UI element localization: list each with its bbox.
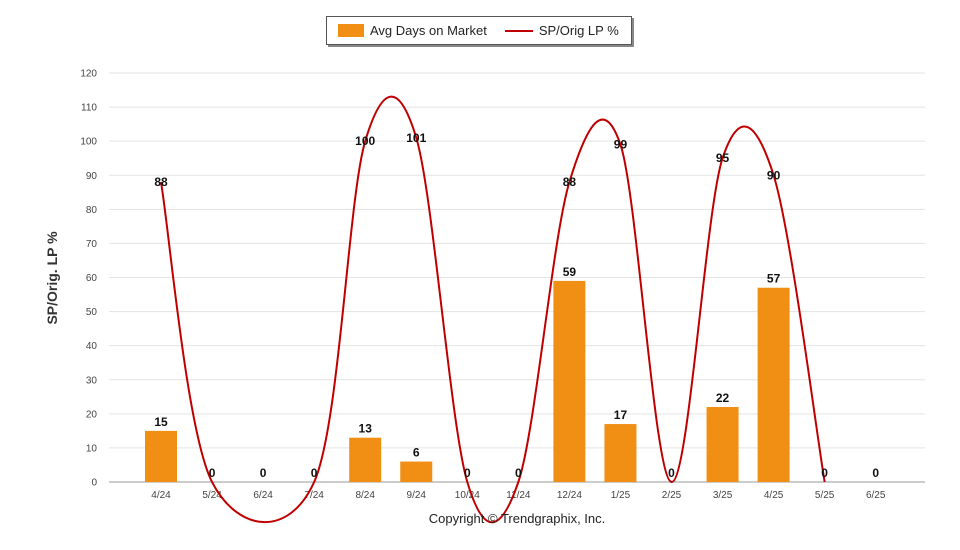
x-tick-label: 2/25 <box>662 490 682 501</box>
y-tick-label: 20 <box>86 409 98 420</box>
y-tick-label: 80 <box>86 205 98 216</box>
x-tick-label: 1/25 <box>611 490 631 501</box>
line-data-label: 100 <box>355 134 375 148</box>
bar <box>145 430 177 482</box>
line-data-label: 88 <box>154 175 168 189</box>
x-tick-label: 4/24 <box>151 490 171 501</box>
y-tick-label: 60 <box>86 273 98 284</box>
chart-legend: Avg Days on Market SP/Orig LP % <box>326 16 632 45</box>
bar-data-label: 0 <box>311 466 318 480</box>
legend-bar-swatch <box>338 24 364 37</box>
bar <box>757 287 790 482</box>
bar-data-label: 13 <box>359 422 373 436</box>
y-tick-label: 100 <box>80 137 97 148</box>
bar <box>349 437 382 482</box>
line-data-label: 95 <box>716 151 730 165</box>
bar <box>400 461 433 482</box>
y-tick-label: 90 <box>86 171 98 182</box>
bar-data-label: 0 <box>515 466 522 480</box>
bar <box>706 407 739 482</box>
y-tick-label: 50 <box>86 307 98 318</box>
line-data-label: 101 <box>406 131 426 145</box>
y-tick-label: 40 <box>86 341 98 352</box>
line-data-label: 90 <box>767 168 781 182</box>
legend-label-days-on-market: Avg Days on Market <box>370 23 487 38</box>
bar <box>553 280 586 482</box>
bar-data-label: 0 <box>821 466 828 480</box>
bar-data-label: 6 <box>413 446 420 460</box>
bar-data-label: 0 <box>668 466 675 480</box>
line-data-label: 88 <box>563 175 577 189</box>
bar-data-label: 0 <box>209 466 216 480</box>
x-tick-label: 8/24 <box>355 490 375 501</box>
legend-line-swatch <box>504 29 533 32</box>
y-tick-label: 30 <box>86 375 98 386</box>
bar-data-label: 59 <box>563 265 577 279</box>
bar-data-label: 57 <box>767 272 781 286</box>
x-tick-label: 7/24 <box>304 490 324 501</box>
bar-data-label: 0 <box>872 466 879 480</box>
x-tick-label: 11/24 <box>506 490 531 501</box>
bar-data-label: 15 <box>154 415 168 429</box>
bar <box>604 424 637 482</box>
line-series-sp-orig-lp <box>160 95 826 524</box>
x-tick-label: 6/24 <box>253 490 273 501</box>
x-tick-label: 9/24 <box>407 490 427 501</box>
x-tick-label: 12/24 <box>557 490 582 501</box>
legend-label-sp-orig-lp: SP/Orig LP % <box>538 23 619 38</box>
y-tick-label: 70 <box>86 239 98 250</box>
copyright-text: Copyright © Trendgraphix, Inc. <box>428 511 606 526</box>
x-tick-label: 4/25 <box>764 490 784 501</box>
x-tick-label: 6/25 <box>866 490 886 501</box>
bar-data-label: 0 <box>464 466 471 480</box>
line-data-label: 99 <box>614 138 628 152</box>
bar-data-label: 22 <box>716 391 730 405</box>
y-tick-label: 120 <box>80 69 97 80</box>
x-tick-label: 3/25 <box>713 490 733 501</box>
y-tick-label: 110 <box>81 103 97 114</box>
bar-data-label: 0 <box>260 466 267 480</box>
x-tick-label: 5/25 <box>815 490 835 501</box>
y-tick-label: 0 <box>91 478 97 489</box>
y-tick-label: 10 <box>86 443 98 454</box>
x-tick-label: 5/24 <box>202 490 222 501</box>
bar-data-label: 17 <box>614 408 628 422</box>
x-tick-label: 10/24 <box>455 490 480 501</box>
